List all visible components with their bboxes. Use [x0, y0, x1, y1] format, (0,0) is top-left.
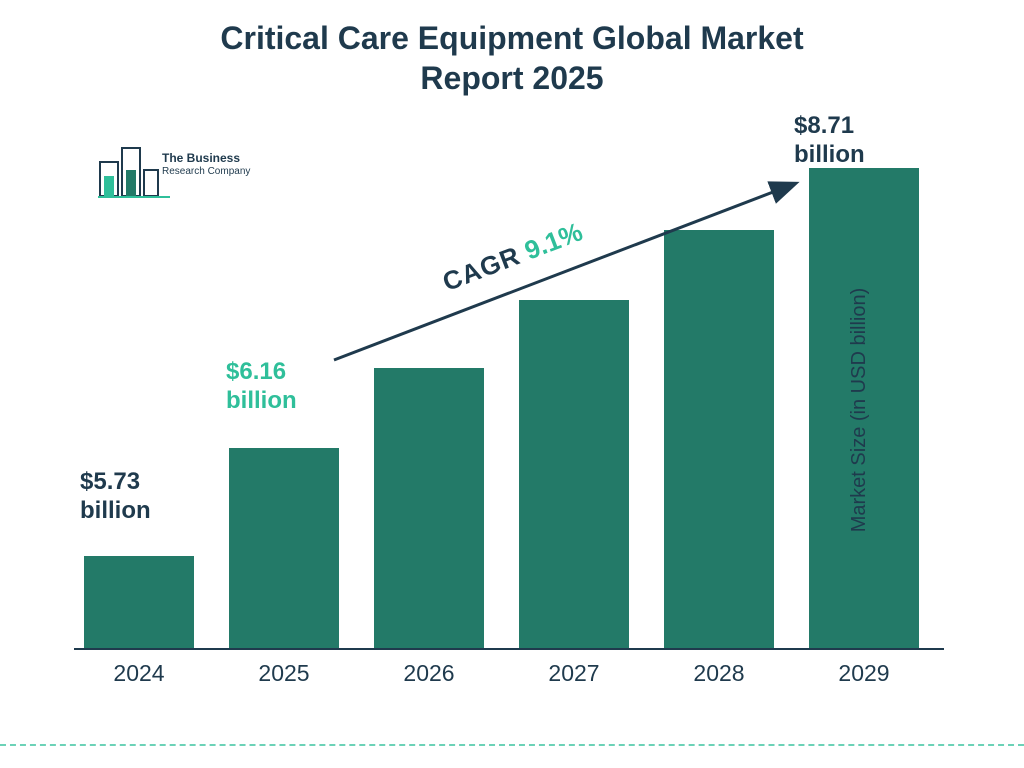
chart-title: Critical Care Equipment Global Market Re… [0, 0, 1024, 98]
xlabel-2025: 2025 [229, 660, 339, 687]
xlabel-2026: 2026 [374, 660, 484, 687]
value-label-2029: $8.71billion [794, 112, 865, 170]
bar-2025 [229, 448, 339, 648]
title-line-2: Report 2025 [420, 60, 603, 96]
xlabel-2024: 2024 [84, 660, 194, 687]
plot-area: $5.73billion $6.16billion $8.71billion C… [74, 130, 944, 650]
cagr-word: CAGR [438, 240, 524, 297]
bar-chart: $5.73billion $6.16billion $8.71billion C… [74, 130, 954, 690]
cagr-label: CAGR 9.1% [438, 216, 586, 298]
title-line-1: Critical Care Equipment Global Market [220, 20, 803, 56]
bar-2027 [519, 300, 629, 648]
bar-2024 [84, 556, 194, 648]
divider-line [0, 744, 1024, 746]
value-label-2025: $6.16billion [226, 358, 297, 416]
value-label-2024: $5.73billion [80, 468, 151, 526]
xlabel-2028: 2028 [664, 660, 774, 687]
bar-2026 [374, 368, 484, 648]
xlabel-2029: 2029 [809, 660, 919, 687]
y-axis-label: Market Size (in USD billion) [848, 288, 871, 533]
cagr-value: 9.1% [520, 216, 586, 265]
bar-2028 [664, 230, 774, 648]
xlabel-2027: 2027 [519, 660, 629, 687]
